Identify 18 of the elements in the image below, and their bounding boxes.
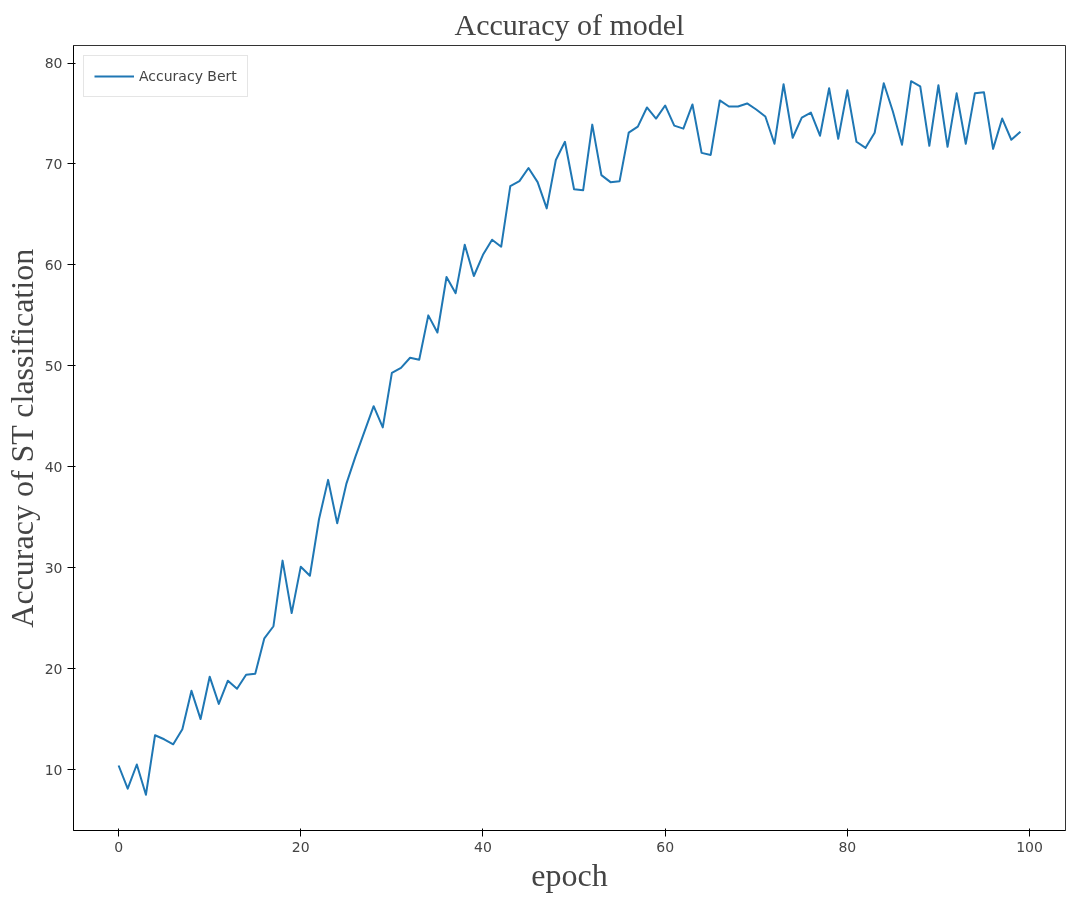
x-tick-label: 100	[1016, 838, 1043, 855]
y-tick-label: 30	[44, 559, 63, 576]
x-tick-label: 20	[291, 838, 310, 855]
y-tick-label: 80	[44, 55, 63, 72]
x-tick-label: 60	[656, 838, 675, 855]
y-tick-label: 60	[44, 256, 63, 273]
y-tick-label: 70	[44, 155, 63, 172]
y-axis-title: Accuracy of ST classification	[3, 248, 40, 628]
legend-label: Accuracy Bert	[139, 68, 237, 84]
y-tick-label: 50	[44, 357, 63, 374]
x-tick-label: 40	[474, 838, 492, 855]
chart-title: Accuracy of model	[454, 7, 685, 41]
y-tick-label: 40	[44, 458, 63, 475]
y-tick-label: 20	[44, 660, 63, 677]
x-tick-label: 80	[838, 838, 857, 855]
y-tick-label: 10	[44, 761, 63, 778]
x-axis-title: epoch	[531, 856, 608, 893]
x-tick-label: 0	[114, 838, 124, 855]
